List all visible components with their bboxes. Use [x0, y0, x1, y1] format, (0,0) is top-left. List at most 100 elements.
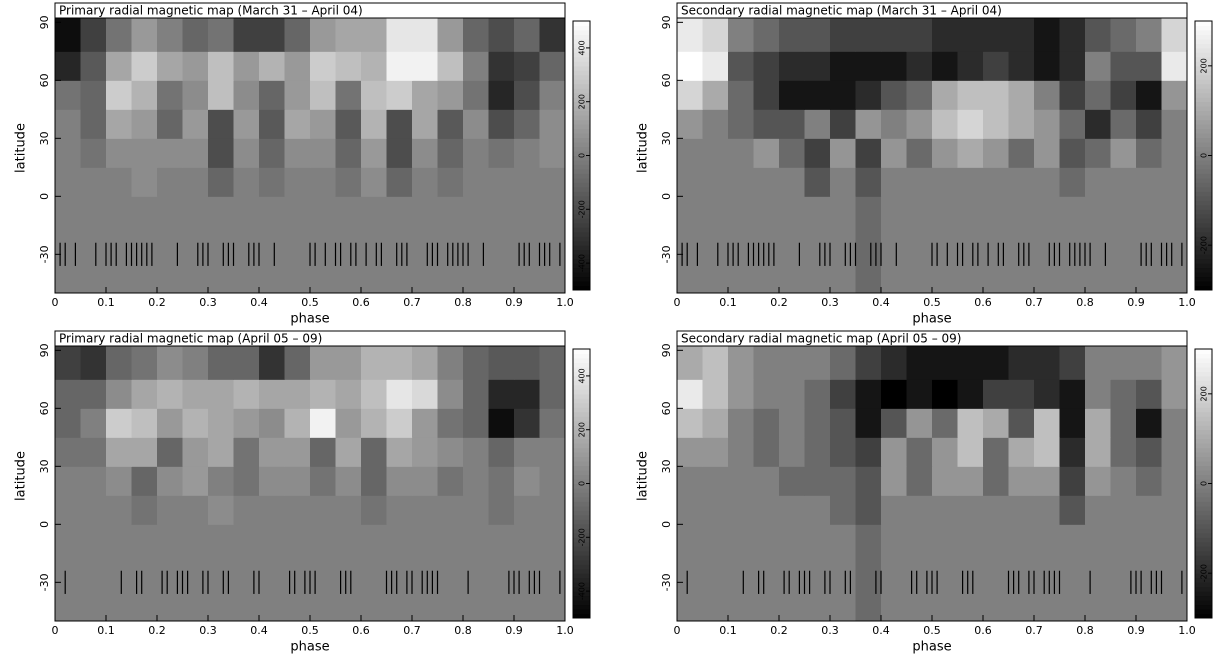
colorbar-tick-label: -400	[578, 582, 587, 600]
colorbar-step	[573, 38, 590, 44]
colorbar-step	[1195, 573, 1212, 579]
heatmap-cell	[1008, 167, 1035, 197]
heatmap-cell	[361, 138, 387, 168]
heatmap-cell	[957, 138, 984, 168]
heatmap-cell	[1059, 138, 1086, 168]
heatmap-cell	[259, 138, 285, 168]
heatmap-cell	[80, 138, 107, 168]
heatmap-cell	[259, 495, 285, 525]
colorbar-step	[1195, 276, 1212, 282]
heatmap-cell	[361, 466, 387, 496]
heatmap-cell	[779, 80, 805, 110]
heatmap-cell	[906, 138, 933, 168]
colorbar-step	[573, 97, 590, 103]
heatmap-cell	[1059, 524, 1086, 622]
colorbar-step	[1195, 407, 1212, 413]
heatmap-cell	[55, 51, 81, 81]
heatmap-cell	[677, 495, 703, 525]
heatmap-cell	[488, 524, 515, 622]
colorbar-step	[1195, 83, 1212, 89]
heatmap-cell	[779, 138, 805, 168]
y-tick-label: 60	[38, 401, 51, 415]
colorbar-step	[1195, 609, 1212, 615]
heatmap-cell	[1085, 51, 1111, 81]
heatmap-cell	[702, 524, 729, 622]
colorbar-step	[573, 124, 590, 130]
heatmap-cell	[157, 466, 183, 496]
heatmap-cell	[1085, 524, 1111, 622]
colorbar-step	[573, 537, 590, 543]
x-tick-label: 0.9	[1127, 296, 1145, 309]
heatmap-cell	[1136, 495, 1162, 525]
heatmap-cell	[233, 80, 260, 110]
heatmap-cell	[957, 524, 984, 622]
heatmap-cell	[361, 167, 387, 197]
heatmap-cell	[80, 196, 107, 294]
colorbar-step	[1195, 461, 1212, 467]
heatmap-cell	[779, 196, 805, 294]
heatmap-cell	[539, 80, 566, 110]
heatmap-cell	[881, 466, 907, 496]
x-tick-label: 0.4	[872, 624, 890, 637]
heatmap-cell	[957, 466, 984, 496]
colorbar-step	[573, 443, 590, 449]
heatmap-cell	[1136, 408, 1162, 438]
heatmap-cell	[1161, 437, 1188, 467]
heatmap-cell	[677, 138, 703, 168]
colorbar-step	[1195, 38, 1212, 44]
colorbar-step	[573, 258, 590, 264]
heatmap-cell	[702, 167, 729, 197]
heatmap-cell	[157, 80, 183, 110]
colorbar-step	[1195, 429, 1212, 435]
colorbar-step	[1195, 380, 1212, 386]
heatmap-cell	[702, 80, 729, 110]
colorbar-step	[1195, 258, 1212, 264]
colorbar-step	[573, 577, 590, 583]
heatmap-cell	[753, 437, 780, 467]
heatmap-cell	[983, 109, 1009, 139]
colorbar-step	[573, 137, 590, 143]
y-tick-label: 0	[660, 521, 673, 528]
heatmap-cell	[830, 437, 856, 467]
heatmap-cell	[539, 408, 566, 438]
heatmap-cell	[412, 495, 438, 525]
heatmap-cell	[437, 466, 464, 496]
heatmap-cell	[488, 109, 515, 139]
heatmap-cell	[259, 466, 285, 496]
heatmap-cell	[284, 379, 311, 409]
heatmap-cell	[284, 466, 311, 496]
heatmap-cell	[182, 138, 209, 168]
colorbar-step	[573, 79, 590, 85]
heatmap-cell	[386, 51, 413, 81]
heatmap-cell	[1059, 495, 1086, 525]
x-tick-label: 0.8	[454, 296, 472, 309]
colorbar-tick-label: -200	[578, 200, 587, 218]
heatmap-cell	[957, 167, 984, 197]
heatmap-cell	[753, 524, 780, 622]
heatmap-cell	[157, 109, 183, 139]
x-tick-label: 0.8	[1076, 296, 1094, 309]
colorbar-step	[1195, 74, 1212, 80]
colorbar-step	[1195, 249, 1212, 255]
colorbar-step	[1195, 353, 1212, 359]
colorbar-step	[1195, 393, 1212, 399]
heatmap-cell	[55, 167, 81, 197]
colorbar-step	[573, 110, 590, 116]
panel-title: Primary radial magnetic map (March 31 – …	[59, 4, 363, 18]
colorbar-step	[573, 101, 590, 107]
heatmap-cell	[514, 379, 540, 409]
heatmap-cell	[855, 109, 882, 139]
colorbar-step	[1195, 254, 1212, 260]
heatmap-cell	[1110, 167, 1137, 197]
heatmap-cell	[1034, 408, 1060, 438]
heatmap-cell	[208, 524, 234, 622]
heatmap-cell	[157, 379, 183, 409]
colorbar-step	[573, 470, 590, 476]
colorbar-step	[1195, 470, 1212, 476]
colorbar-step	[1195, 541, 1212, 547]
heatmap-cell	[728, 196, 754, 294]
heatmap-cell	[361, 408, 387, 438]
heatmap-cell	[753, 138, 780, 168]
heatmap-cell	[488, 138, 515, 168]
